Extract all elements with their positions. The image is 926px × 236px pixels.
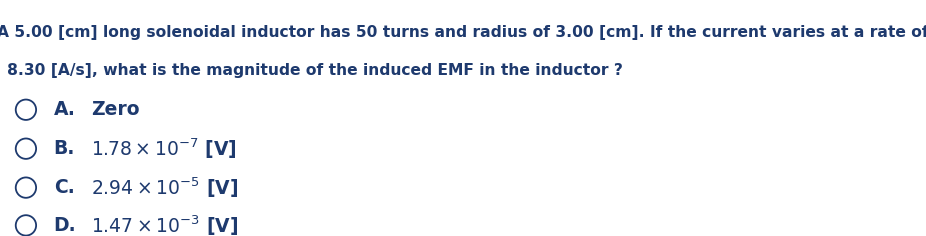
Text: $1.47 \times 10^{-3}$ [V]: $1.47 \times 10^{-3}$ [V] bbox=[91, 213, 238, 236]
Text: Zero: Zero bbox=[91, 100, 139, 119]
Text: $1.78 \times 10^{-7}$ [V]: $1.78 \times 10^{-7}$ [V] bbox=[91, 136, 236, 161]
Text: D.: D. bbox=[54, 216, 76, 235]
Text: A 5.00 [cm] long solenoidal inductor has 50 turns and radius of 3.00 [cm]. If th: A 5.00 [cm] long solenoidal inductor has… bbox=[0, 25, 926, 40]
Text: $2.94 \times 10^{-5}$ [V]: $2.94 \times 10^{-5}$ [V] bbox=[91, 175, 238, 200]
Text: C.: C. bbox=[54, 178, 74, 197]
Text: A.: A. bbox=[54, 100, 76, 119]
Text: 8.30 [A/s], what is the magnitude of the induced EMF in the inductor ?: 8.30 [A/s], what is the magnitude of the… bbox=[7, 63, 623, 78]
Text: B.: B. bbox=[54, 139, 75, 158]
